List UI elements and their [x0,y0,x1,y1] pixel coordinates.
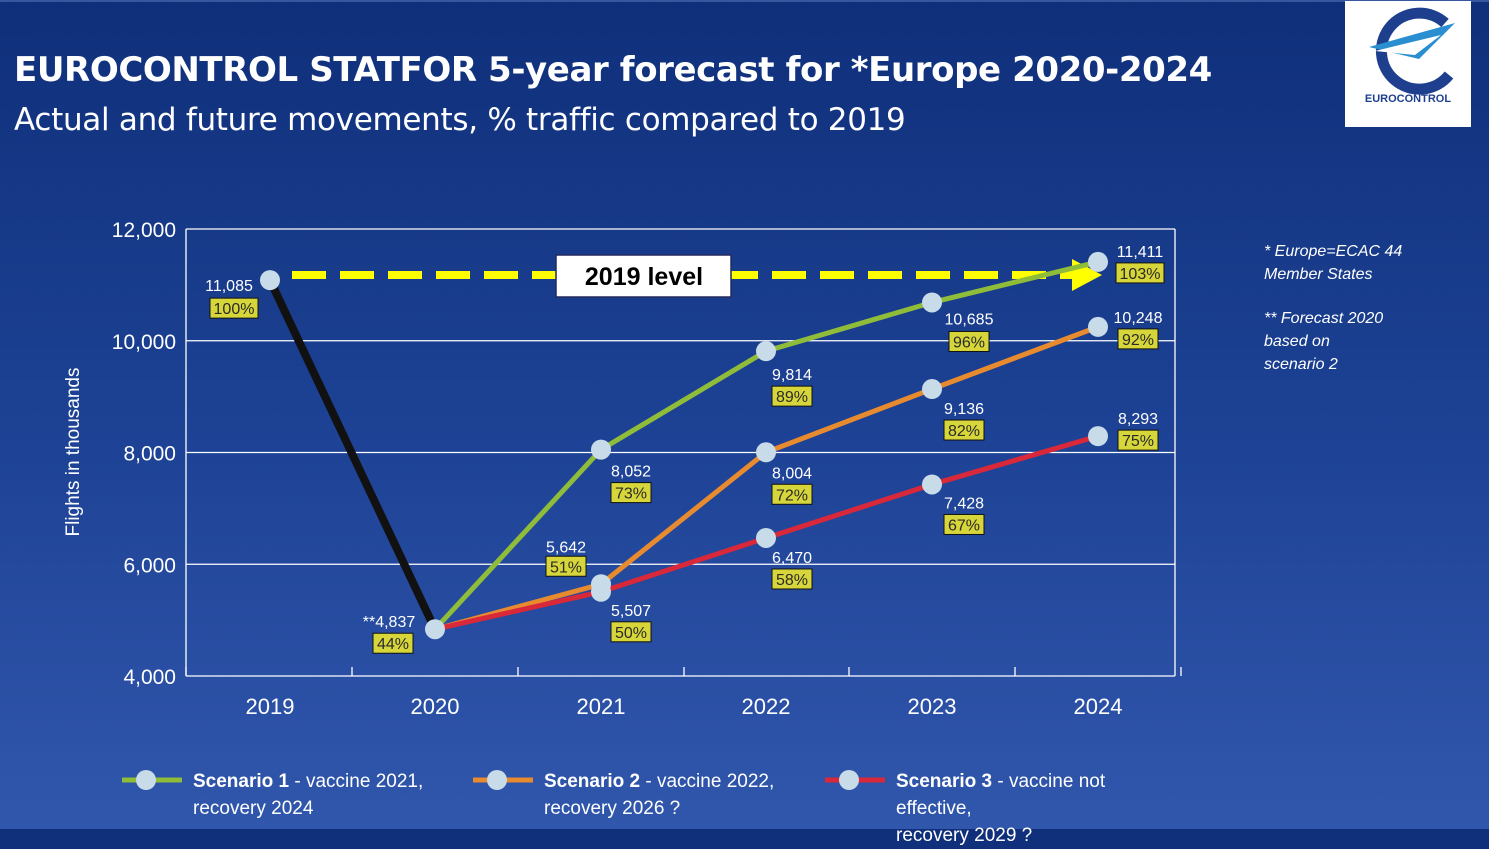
plot-area: 4,000 6,000 8,000 10,000 12,000 2019 2020 2021 2… [63,219,1182,719]
pct-label-scenario1-2021: 73% [615,486,647,503]
data-point-scenario3-2023 [922,474,942,495]
data-point-scenario1-2022 [756,341,776,362]
pct-box-actual-2020 [372,632,414,654]
x-tick-label: 2024 [1074,694,1123,719]
legend-swatch-scenario-2 [473,770,533,790]
series-line-actual [266,276,439,634]
legend-swatch-scenario-3 [825,770,885,790]
value-label-scenario1-2022: 9,814 [772,367,812,384]
notes-panel: * Europe=ECAC 44 Member States ** Foreca… [1264,240,1474,397]
value-label-scenario2-2022: 8,004 [772,465,812,482]
pct-label-scenario3-2024: 75% [1122,433,1154,450]
pct-label-scenario1-2024: 103% [1120,266,1161,283]
pct-label-actual-2020: 44% [377,636,409,653]
pct-box-scenario1-2024 [1115,262,1165,284]
eurocontrol-logo: EUROCONTROL [1345,1,1471,127]
legend-recovery-scenario-2: recovery 2026 ? [544,798,681,819]
pct-box-scenario2-2023 [943,419,985,441]
x-tick-label: 2022 [742,694,791,719]
pct-label-scenario3-2022: 58% [776,572,808,589]
legend-name-scenario-2: Scenario 2 [544,771,641,792]
pct-label-scenario2-2021: 51% [550,559,582,576]
value-label-scenario2-2024: 10,248 [1114,310,1163,327]
note-forecast-2020: ** Forecast 2020 based on scenario 2 [1264,310,1384,373]
x-tick-label: 2020 [411,694,460,719]
pct-box-actual-2019 [209,297,259,319]
data-point-scenario2-2024 [1088,316,1108,337]
reference-label: 2019 level [585,263,703,291]
forecast-line-chart: 4,000 6,000 8,000 10,000 12,000 2019 2020 2021 2… [63,219,1182,719]
reference-label-box [555,254,732,298]
x-tick-label: 2021 [577,694,626,719]
y-tick-label: 4,000 [123,666,176,689]
pct-box-scenario2-2021 [545,555,587,577]
y-tick-label: 8,000 [123,443,176,466]
x-tick-label: 2019 [246,694,295,719]
pct-label-scenario2-2022: 72% [776,487,808,504]
value-label-scenario2-2021: 5,642 [546,539,586,556]
pct-box-scenario3-2022 [771,568,813,590]
data-point-scenario3-2024 [1088,426,1108,447]
legend-recovery-scenario-3: recovery 2029 ? [896,825,1033,846]
legend-desc-scenario-1: - vaccine 2021, [289,771,424,792]
y-tick-label: 10,000 [112,331,176,354]
pct-box-scenario2-2024 [1117,328,1159,350]
data-point-scenario3-2022 [756,527,776,548]
pct-box-scenario2-2022 [771,483,813,505]
value-label-scenario3-2024: 8,293 [1118,411,1158,428]
legend-name-scenario-1: Scenario 1 [193,771,290,792]
pct-box-scenario1-2021 [610,482,652,504]
legend-desc-scenario-3: - vaccine not effective, [896,771,1106,819]
chart-legend: Scenario 1 - vaccine 2021, recovery 2024… [120,766,1480,846]
data-point-scenario1-2021 [591,439,611,460]
data-point-actual-2020 [425,619,445,640]
y-axis-label: Flights in thousands [63,368,84,537]
pct-box-scenario1-2022 [771,385,813,407]
value-label-scenario1-2023: 10,685 [945,311,994,328]
pct-label-scenario3-2021: 50% [615,625,647,642]
data-point-scenario1-2023 [922,292,942,313]
legend-swatch-scenario-1 [122,770,182,790]
value-label-scenario2-2023: 9,136 [944,401,984,418]
data-point-scenario2-2023 [922,379,942,400]
data-point-scenario3-2021 [591,581,611,602]
note-europe-definition: * Europe=ECAC 44 Member States [1264,243,1403,283]
pct-label-scenario2-2023: 82% [948,423,980,440]
data-point-scenario1-2024 [1088,251,1108,272]
pct-box-scenario3-2023 [943,513,985,535]
value-label-actual-2019: 11,085 [205,278,253,295]
page-title: EUROCONTROL STATFOR 5-year forecast for … [14,50,1212,90]
page-subtitle: Actual and future movements, % traffic c… [14,102,906,138]
eurocontrol-logo-icon [1369,7,1455,95]
y-tick-label: 12,000 [112,219,176,242]
x-tick-label: 2023 [908,694,957,719]
top-divider [0,0,1489,2]
pct-label-scenario3-2023: 67% [948,517,980,534]
legend-recovery-scenario-1: recovery 2024 [193,798,314,819]
pct-box-scenario3-2024 [1117,429,1159,451]
pct-label-scenario2-2024: 92% [1122,332,1154,349]
legend-desc-scenario-2: - vaccine 2022, [640,771,775,792]
logo-wordmark: EUROCONTROL [1364,93,1452,105]
pct-label-scenario1-2023: 96% [953,334,985,351]
value-label-scenario3-2022: 6,470 [772,550,812,567]
pct-box-scenario1-2023 [948,330,990,352]
pct-label-actual-2019: 100% [214,301,255,318]
value-label-scenario3-2021: 5,507 [611,603,651,620]
value-label-scenario3-2023: 7,428 [944,495,984,512]
data-point-scenario2-2022 [756,442,776,463]
value-label-actual-2020: **4,837 [363,614,416,631]
y-tick-label: 6,000 [123,554,176,577]
series-line-scenario2 [432,324,1101,632]
value-label-scenario1-2024: 11,411 [1117,244,1164,261]
legend-name-scenario-3: Scenario 3 [896,771,993,792]
data-point-actual-2019 [260,270,280,291]
value-label-scenario1-2021: 8,052 [611,464,651,481]
pct-label-scenario1-2022: 89% [776,389,808,406]
pct-box-scenario3-2021 [610,621,652,643]
